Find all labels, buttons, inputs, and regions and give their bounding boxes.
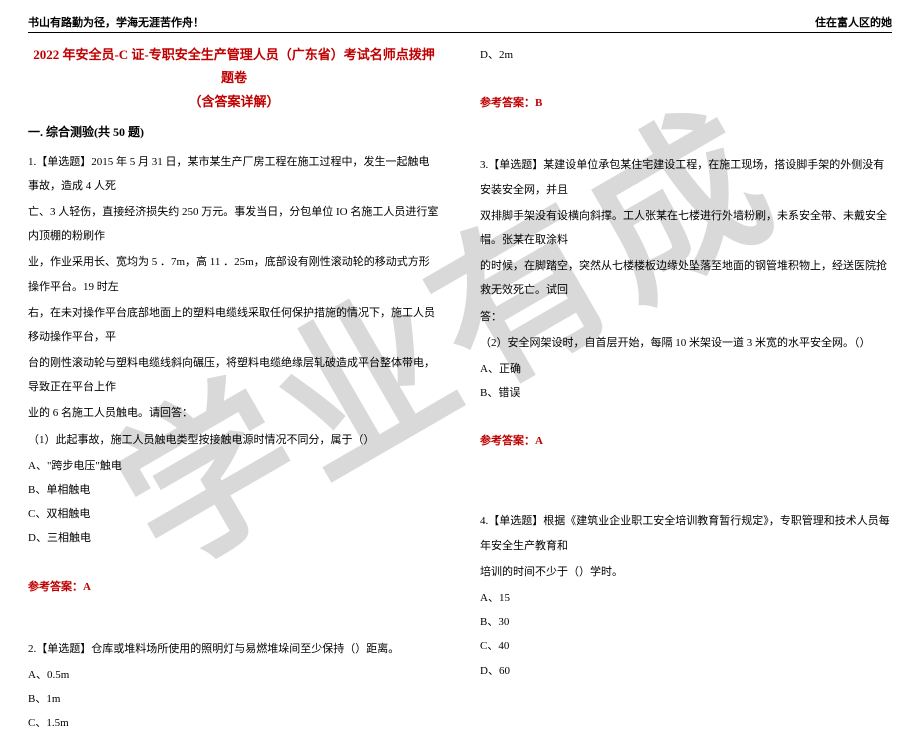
q4-option-a: A、15 xyxy=(480,586,892,610)
q1-subquestion: （1）此起事故，施工人员触电类型按接触电源时情况不同分，属于（） xyxy=(28,428,440,452)
q1-option-a: A、"跨步电压"触电 xyxy=(28,454,440,478)
q4-option-d: D、60 xyxy=(480,659,892,683)
q2-option-a: A、0.5m xyxy=(28,663,440,687)
q4-option-c: C、40 xyxy=(480,634,892,658)
q4-stem-line: 培训的时间不少于（）学时。 xyxy=(480,560,892,584)
page: 书山有路勤为径，学海无涯苦作舟！ 住在富人区的她 2022 年安全员-C 证-专… xyxy=(0,0,920,651)
q3-stem-line: 答： xyxy=(480,305,892,329)
q4-option-b: B、30 xyxy=(480,610,892,634)
q1-stem-line: 台的刚性滚动轮与塑料电缆线斜向碾压，将塑料电缆绝缘层轧破造成平台整体带电，导致正… xyxy=(28,351,440,399)
q4-stem-line: 4.【单选题】根据《建筑业企业职工安全培训教育暂行规定》，专职管理和技术人员每年… xyxy=(480,509,892,557)
header-right: 住在富人区的她 xyxy=(815,14,892,30)
q3-answer: 参考答案：A xyxy=(480,429,892,453)
left-column: 2022 年安全员-C 证-专职安全生产管理人员（广东省）考试名师点拨押题卷 （… xyxy=(28,43,440,640)
q1-stem-line: 业的 6 名施工人员触电。请回答： xyxy=(28,401,440,425)
q1-option-d: D、三相触电 xyxy=(28,526,440,550)
q1-stem-line: 右，在未对操作平台底部地面上的塑料电缆线采取任何保护措施的情况下，施工人员移动操… xyxy=(28,301,440,349)
section-heading: 一. 综合测验(共 50 题) xyxy=(28,119,440,145)
q1-stem-line: 亡、3 人轻伤，直接经济损失约 250 万元。事发当日，分包单位 IO 名施工人… xyxy=(28,200,440,248)
title-line2: （含答案详解） xyxy=(28,90,440,113)
q3-subquestion: （2）安全网架设时，自首层开始，每隔 10 米架设一道 3 米宽的水平安全网。（… xyxy=(480,331,892,355)
q3-option-b: B、错误 xyxy=(480,381,892,405)
q2-answer: 参考答案：B xyxy=(480,91,892,115)
q1-stem-line: 1.【单选题】2015 年 5 月 31 日，某市某生产厂房工程在施工过程中，发… xyxy=(28,150,440,198)
page-header: 书山有路勤为径，学海无涯苦作舟！ 住在富人区的她 xyxy=(28,14,892,33)
q2-option-c: C、1.5m xyxy=(28,711,440,735)
q2-option-b: B、1m xyxy=(28,687,440,711)
content-columns: 2022 年安全员-C 证-专职安全生产管理人员（广东省）考试名师点拨押题卷 （… xyxy=(28,43,892,640)
q3-stem-line: 3.【单选题】某建设单位承包某住宅建设工程，在施工现场，搭设脚手架的外侧没有安装… xyxy=(480,153,892,201)
q1-stem-line: 业，作业采用长、宽均为 5 ．7m，高 11 ．25m，底部设有刚性滚动轮的移动… xyxy=(28,250,440,298)
q2-option-d: D、2m xyxy=(480,43,892,67)
q3-stem-line: 双排脚手架没有设横向斜撑。工人张某在七楼进行外墙粉刷，未系安全带、未戴安全帽。张… xyxy=(480,204,892,252)
title-line1: 2022 年安全员-C 证-专职安全生产管理人员（广东省）考试名师点拨押题卷 xyxy=(28,43,440,90)
header-left: 书山有路勤为径，学海无涯苦作舟！ xyxy=(28,14,204,30)
q3-option-a: A、正确 xyxy=(480,357,892,381)
doc-title: 2022 年安全员-C 证-专职安全生产管理人员（广东省）考试名师点拨押题卷 （… xyxy=(28,43,440,113)
q1-option-c: C、双相触电 xyxy=(28,502,440,526)
q1-option-b: B、单相触电 xyxy=(28,478,440,502)
q2-stem: 2.【单选题】仓库或堆料场所使用的照明灯与易燃堆垛间至少保持（）距离。 xyxy=(28,637,440,661)
q1-answer: 参考答案：A xyxy=(28,575,440,599)
q3-stem-line: 的时候，在脚踏空，突然从七楼楼板边缘处坠落至地面的钢管堆积物上，经送医院抢救无效… xyxy=(480,254,892,302)
right-column: D、2m 参考答案：B 3.【单选题】某建设单位承包某住宅建设工程，在施工现场，… xyxy=(480,43,892,640)
